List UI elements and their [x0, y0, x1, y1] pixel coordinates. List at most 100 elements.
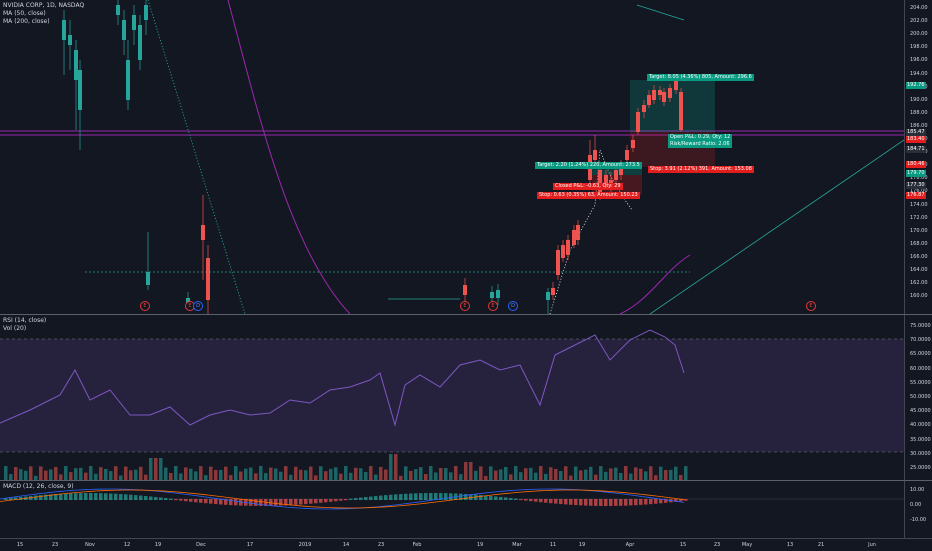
volume-bar — [84, 472, 88, 480]
signal-line — [0, 489, 685, 509]
macd-histogram — [69, 493, 73, 500]
volume-bar — [114, 466, 118, 480]
earnings-event-icon[interactable]: E — [806, 301, 816, 311]
macd-histogram — [344, 499, 348, 501]
volume-bar — [594, 474, 598, 480]
price-chart-canvas[interactable] — [0, 0, 904, 314]
volume-bar — [649, 466, 653, 480]
rsi-legend[interactable]: RSI (14, close) — [3, 317, 47, 324]
macd-line — [0, 488, 685, 510]
earnings-event-icon[interactable]: E — [488, 301, 498, 311]
dividend-event-icon[interactable]: D — [508, 301, 518, 311]
volume-bar — [269, 467, 273, 480]
macd-histogram — [259, 499, 263, 506]
macd-histogram — [409, 493, 413, 500]
volume-bar — [599, 466, 603, 480]
price-tick: 160.00 — [910, 293, 928, 300]
macd-legend[interactable]: MACD (12, 26, close, 9) — [3, 483, 74, 490]
macd-histogram — [249, 499, 253, 506]
price-tick: 188.00 — [910, 109, 928, 116]
macd-histogram — [439, 493, 443, 500]
ma50-legend[interactable]: MA (50, close) — [3, 10, 46, 17]
symbol-title[interactable]: NVIDIA CORP, 1D, NASDAQ — [3, 2, 85, 9]
volume-bar — [414, 469, 418, 480]
time-tick: 19 — [578, 542, 586, 548]
volume-bar — [514, 466, 518, 480]
price-label: 185.47 — [906, 129, 926, 136]
volume-bar — [229, 475, 233, 480]
macd-pane[interactable]: MACD (12, 26, close, 9) — [0, 481, 904, 538]
macd-histogram — [89, 493, 93, 500]
price-label: 176.87 — [906, 192, 926, 199]
macd-histogram — [664, 499, 668, 503]
macd-histogram — [224, 499, 228, 505]
volume-bar — [139, 466, 143, 480]
macd-histogram — [404, 493, 408, 500]
target-label-top[interactable]: Target: 8.05 (4.36%) 805, Amount: 296.6 — [647, 74, 754, 81]
time-axis[interactable]: 15 23 Nov 12 19 Dec 17 2019 14 23 Feb 19 Mar 11 19 Apr 1… — [0, 538, 932, 551]
macd-histogram — [599, 499, 603, 506]
time-tick: Jun — [868, 542, 876, 548]
price-tick: 190.00 — [910, 96, 928, 103]
volume-bar — [29, 466, 33, 480]
macd-histogram — [424, 493, 428, 500]
volume-bar — [654, 475, 658, 480]
closed-pnl-label[interactable]: Closed P&L: -0.63, Qty: 29 — [553, 183, 623, 190]
volume-bar — [539, 466, 543, 480]
vol-legend[interactable]: Vol (20) — [3, 325, 27, 332]
macd-histogram — [109, 493, 113, 500]
rsi-scale[interactable]: 75.0000 70.0000 65.0000 60.0000 55.0000 50.00… — [904, 315, 932, 480]
volume-bar — [309, 466, 313, 480]
price-chart-pane[interactable]: NVIDIA CORP, 1D, NASDAQ MA (50, close) M… — [0, 0, 904, 314]
stop-label-right[interactable]: Stop: 3.91 (2.12%) 391, Amount: 153.08 — [648, 166, 754, 173]
macd-histogram — [419, 493, 423, 500]
candle-body — [572, 230, 576, 245]
candle-body — [201, 225, 205, 240]
volume-bar — [669, 469, 673, 480]
volume-bar — [169, 473, 173, 480]
volume-bar — [524, 468, 528, 480]
price-scale[interactable]: 204.00 202.00 200.00 198.00 196.00 194.00 192.… — [904, 0, 932, 314]
macd-histogram — [679, 499, 683, 502]
volume-bar — [194, 471, 198, 480]
candle-body — [74, 50, 78, 80]
volume-bar — [224, 466, 228, 480]
time-tick: 12 — [123, 542, 131, 548]
macd-histogram — [349, 498, 353, 500]
macd-tick: -10.00 — [910, 517, 927, 523]
risk-reward-label[interactable]: Risk/Reward Ratio: 2.06 — [668, 141, 732, 148]
ma200-legend[interactable]: MA (200, close) — [3, 18, 50, 25]
macd-histogram — [354, 498, 358, 500]
pane-separator[interactable] — [0, 314, 932, 315]
macd-histogram — [544, 499, 548, 503]
volume-bar — [59, 474, 63, 480]
candle-body — [551, 288, 555, 295]
earnings-event-icon[interactable]: E — [140, 301, 150, 311]
stop-label-left[interactable]: Stop: 0.63 (0.35%) 63, Amount: 150.23 — [537, 192, 640, 199]
volume-bar — [329, 468, 333, 480]
open-pnl-label[interactable]: Open P&L: 0.29, Qty: 12 — [668, 134, 733, 141]
volume-bar — [444, 468, 448, 480]
macd-scale[interactable]: 10.00 0.00 -10.00 — [904, 481, 932, 538]
macd-histogram — [364, 497, 368, 500]
target-label-mid[interactable]: Target: 2.20 (1.24%) 220, Amount: 273.5 — [535, 162, 642, 169]
candle-body — [652, 90, 656, 100]
macd-histogram — [369, 496, 373, 500]
candle-body — [636, 112, 640, 132]
volume-bar — [204, 475, 208, 480]
macd-histogram — [484, 495, 488, 500]
volume-bar — [354, 467, 358, 480]
macd-histogram — [119, 494, 123, 500]
macd-histogram — [489, 495, 493, 500]
candle-body — [126, 60, 130, 100]
rsi-pane[interactable]: RSI (14, close) Vol (20) — [0, 315, 904, 480]
volume-bar — [4, 466, 8, 480]
volume-bar — [534, 472, 538, 480]
macd-histogram — [564, 499, 568, 505]
volume-bar — [419, 467, 423, 480]
candle-body — [598, 170, 602, 195]
price-tick: 200.00 — [910, 31, 928, 38]
pane-separator[interactable] — [0, 480, 932, 481]
earnings-event-icon[interactable]: E — [460, 301, 470, 311]
dividend-event-icon[interactable]: D — [193, 301, 203, 311]
